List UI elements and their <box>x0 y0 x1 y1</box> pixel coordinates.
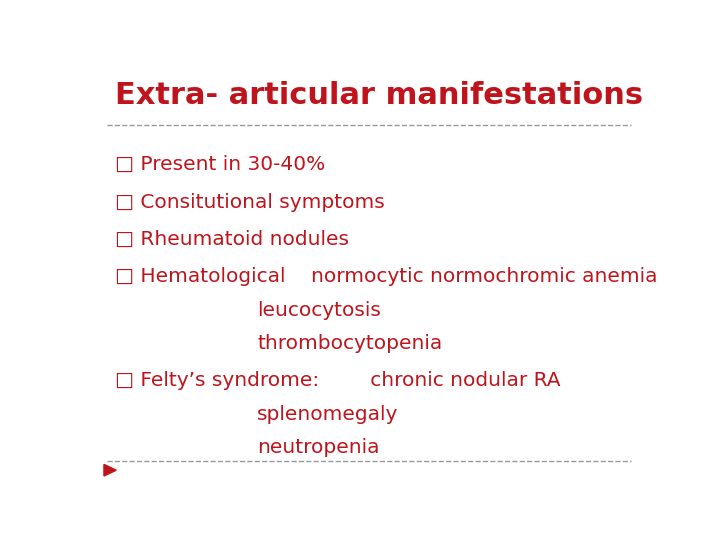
Text: □ Rheumatoid nodules: □ Rheumatoid nodules <box>115 230 349 249</box>
Text: neutropenia: neutropenia <box>258 438 380 457</box>
Text: thrombocytopenia: thrombocytopenia <box>258 334 443 353</box>
FancyArrow shape <box>104 464 116 476</box>
Text: □ Hematological    normocytic normochromic anemia: □ Hematological normocytic normochromic … <box>115 267 657 286</box>
Text: □ Consitutional symptoms: □ Consitutional symptoms <box>115 193 385 212</box>
Text: □ Felty’s syndrome:        chronic nodular RA: □ Felty’s syndrome: chronic nodular RA <box>115 372 561 390</box>
Text: splenomegaly: splenomegaly <box>258 404 399 423</box>
Text: leucocytosis: leucocytosis <box>258 301 382 320</box>
Text: Extra- articular manifestations: Extra- articular manifestations <box>115 82 643 111</box>
Text: □ Present in 30-40%: □ Present in 30-40% <box>115 155 325 174</box>
